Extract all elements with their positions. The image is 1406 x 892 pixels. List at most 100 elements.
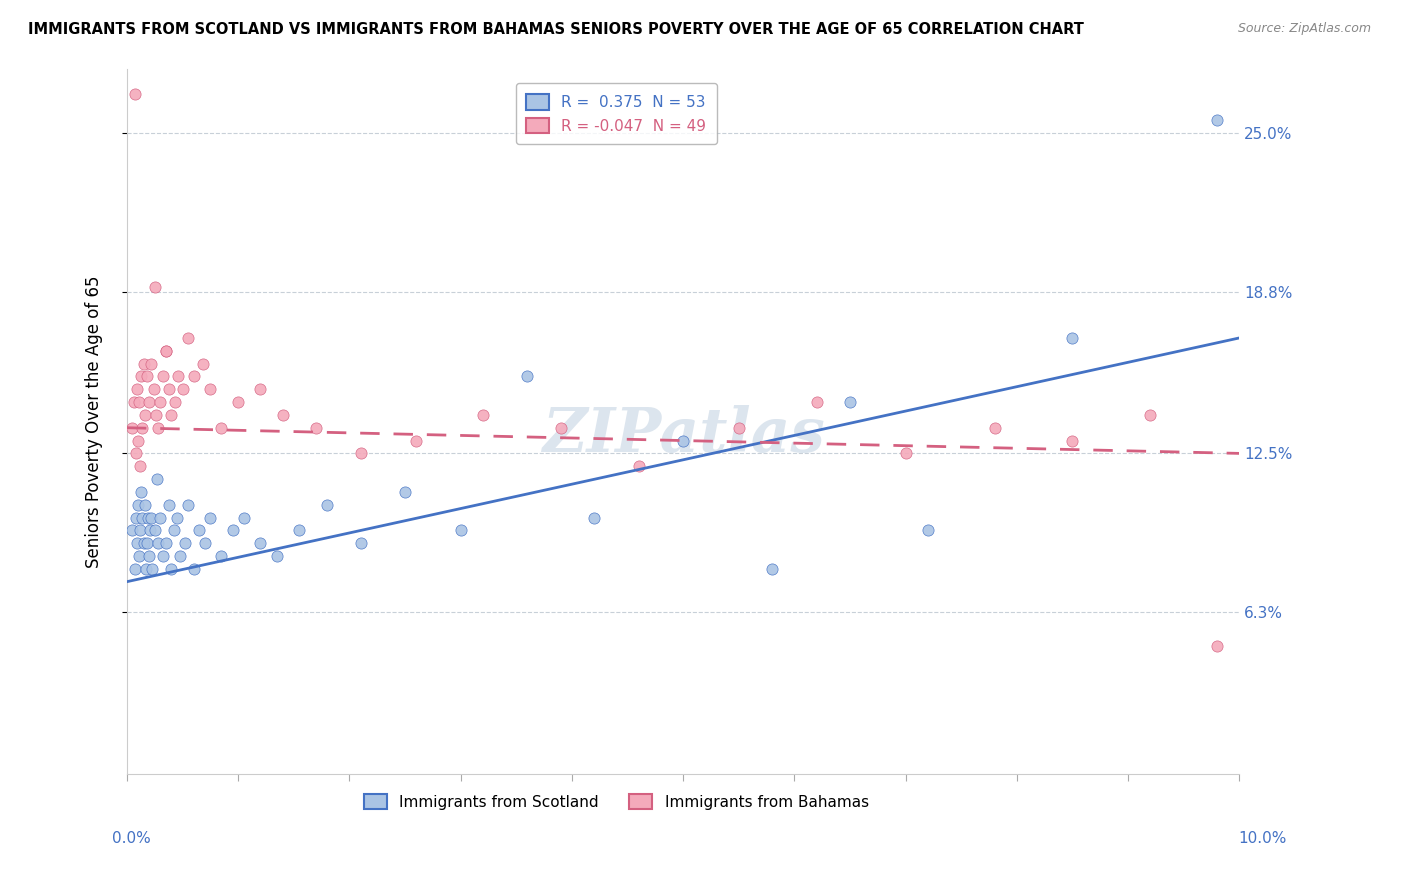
Point <box>141 510 163 524</box>
Point <box>127 498 149 512</box>
Point <box>157 498 180 512</box>
Point <box>1062 434 1084 448</box>
Point <box>211 421 233 435</box>
Point <box>125 510 148 524</box>
Point <box>211 549 233 563</box>
Point <box>155 343 177 358</box>
Point <box>155 536 177 550</box>
Point <box>172 382 194 396</box>
Point <box>129 524 152 538</box>
Text: Source: ZipAtlas.com: Source: ZipAtlas.com <box>1237 22 1371 36</box>
Point <box>129 459 152 474</box>
Point <box>983 421 1005 435</box>
Point <box>152 549 174 563</box>
Point <box>550 421 572 435</box>
Point <box>141 562 163 576</box>
Point <box>146 421 169 435</box>
Point <box>1139 408 1161 422</box>
Point <box>200 382 222 396</box>
Point <box>349 446 371 460</box>
Point <box>138 395 160 409</box>
Point <box>1206 639 1229 653</box>
Point <box>139 524 162 538</box>
Point <box>163 395 186 409</box>
Point <box>124 87 146 102</box>
Point <box>122 395 145 409</box>
Point <box>173 536 195 550</box>
Point <box>806 395 828 409</box>
Point <box>188 524 211 538</box>
Point <box>167 369 190 384</box>
Point <box>124 562 146 576</box>
Point <box>136 369 159 384</box>
Point <box>155 343 177 358</box>
Point <box>136 510 159 524</box>
Point <box>121 421 143 435</box>
Point <box>349 536 371 550</box>
Point <box>125 536 148 550</box>
Point <box>627 459 650 474</box>
Point <box>160 562 183 576</box>
Point <box>194 536 217 550</box>
Point <box>266 549 288 563</box>
Point <box>127 434 149 448</box>
Point <box>136 536 159 550</box>
Point <box>200 510 222 524</box>
Point <box>134 498 156 512</box>
Text: 0.0%: 0.0% <box>112 831 152 846</box>
Point <box>1062 331 1084 345</box>
Point <box>583 510 606 524</box>
Point <box>169 549 191 563</box>
Point <box>141 357 163 371</box>
Point <box>131 484 153 499</box>
Point <box>177 498 200 512</box>
Point <box>166 510 188 524</box>
Point <box>149 510 172 524</box>
Point <box>191 357 214 371</box>
Point <box>131 510 153 524</box>
Point <box>183 369 205 384</box>
Point <box>917 524 939 538</box>
Point <box>128 549 150 563</box>
Point <box>143 279 166 293</box>
Point <box>471 408 494 422</box>
Point <box>131 421 153 435</box>
Point <box>145 408 167 422</box>
Point <box>221 524 243 538</box>
Point <box>162 524 184 538</box>
Point <box>894 446 917 460</box>
Text: 10.0%: 10.0% <box>1239 831 1286 846</box>
Point <box>149 395 172 409</box>
Point <box>1206 112 1229 127</box>
Point <box>405 434 427 448</box>
Legend: Immigrants from Scotland, Immigrants from Bahamas: Immigrants from Scotland, Immigrants fro… <box>359 788 875 816</box>
Point <box>128 395 150 409</box>
Point <box>131 369 153 384</box>
Point <box>138 549 160 563</box>
Point <box>271 408 294 422</box>
Point <box>249 382 271 396</box>
Point <box>125 446 148 460</box>
Point <box>288 524 311 538</box>
Point <box>305 421 328 435</box>
Y-axis label: Seniors Poverty Over the Age of 65: Seniors Poverty Over the Age of 65 <box>86 275 103 567</box>
Point <box>121 524 143 538</box>
Point <box>160 408 183 422</box>
Point <box>450 524 472 538</box>
Point <box>146 472 169 486</box>
Point <box>152 369 174 384</box>
Point <box>249 536 271 550</box>
Point <box>516 369 538 384</box>
Point <box>316 498 339 512</box>
Point <box>727 421 749 435</box>
Point <box>132 357 155 371</box>
Text: IMMIGRANTS FROM SCOTLAND VS IMMIGRANTS FROM BAHAMAS SENIORS POVERTY OVER THE AGE: IMMIGRANTS FROM SCOTLAND VS IMMIGRANTS F… <box>28 22 1084 37</box>
Point <box>157 382 180 396</box>
Point <box>183 562 205 576</box>
Point <box>143 524 166 538</box>
Point <box>177 331 200 345</box>
Point <box>134 408 156 422</box>
Text: ZIPatlas: ZIPatlas <box>541 406 824 466</box>
Point <box>132 536 155 550</box>
Point <box>232 510 254 524</box>
